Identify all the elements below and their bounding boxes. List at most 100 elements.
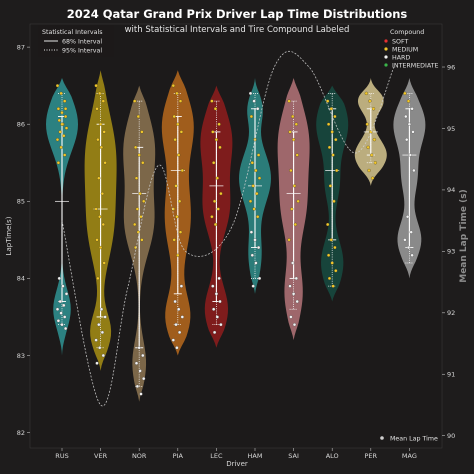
lap-point-ver	[94, 338, 98, 342]
lap-point-ver	[103, 315, 107, 319]
lap-point-rus	[55, 84, 60, 88]
lap-point-rus	[60, 111, 64, 115]
mean-lap-time-line	[61, 50, 395, 407]
lap-point-ver	[103, 161, 107, 165]
lap-point-ver	[99, 307, 104, 311]
lap-point-nor	[140, 238, 144, 242]
lap-point-ver	[101, 353, 105, 358]
lap-point-lec	[214, 138, 219, 142]
y-tick-label: 87	[17, 43, 25, 51]
lap-point-pia	[174, 323, 178, 327]
lap-point-sai	[292, 184, 297, 188]
lap-point-pia	[173, 138, 177, 142]
lap-point-pia	[177, 330, 182, 334]
legend-soft-swatch	[384, 39, 388, 43]
lap-point-sai	[287, 99, 291, 103]
lap-point-lec	[212, 307, 216, 311]
lap-point-alo	[326, 253, 331, 257]
lap-point-ver	[95, 238, 99, 242]
lap-point-ham	[251, 284, 255, 288]
lap-point-per	[366, 145, 370, 149]
lap-point-per	[367, 168, 371, 173]
lap-point-pia	[179, 284, 184, 288]
legend-intermediate-swatch	[384, 63, 388, 67]
lap-point-ver	[94, 207, 98, 211]
lap-point-alo	[333, 245, 337, 250]
lap-point-nor	[142, 199, 146, 203]
lap-point-ham	[257, 276, 262, 281]
lap-point-ham	[253, 238, 257, 242]
lap-point-ver	[98, 91, 102, 96]
lap-point-nor	[133, 145, 138, 149]
lap-point-sai	[290, 207, 294, 211]
lap-point-mag	[403, 238, 407, 242]
lap-point-lec	[212, 330, 217, 334]
y2-tick-label: 92	[447, 309, 455, 317]
axes-layer: 82 83 84 85 86 87 90 91 92 93 94 95 96 RUS VER NOR PIA LE…	[17, 43, 456, 460]
y-tick-label: 86	[17, 121, 25, 129]
lap-point-per	[365, 122, 369, 126]
lap-point-alo	[334, 138, 338, 142]
mean-line-layer	[61, 50, 395, 407]
lap-point-sai	[291, 114, 295, 119]
lap-point-lec	[213, 222, 218, 227]
lap-point-pia	[179, 130, 184, 134]
lap-point-lec	[215, 315, 219, 319]
lap-point-alo	[331, 153, 335, 157]
x-tick-label-per: PER	[365, 452, 378, 460]
lap-point-pia	[175, 346, 179, 350]
lap-point-mag	[405, 215, 410, 219]
lap-point-ham	[248, 199, 253, 203]
lap-point-nor	[135, 384, 140, 388]
lap-point-rus	[59, 311, 63, 315]
lap-point-sai	[294, 276, 298, 281]
lap-point-nor	[142, 376, 146, 381]
lap-point-rus	[62, 134, 66, 138]
lap-point-ver	[97, 176, 101, 180]
y-tick-label: 84	[17, 275, 25, 283]
lap-point-ver	[100, 330, 105, 334]
lap-point-nor	[136, 114, 140, 119]
lap-point-rus	[63, 315, 67, 319]
lap-point-lec	[210, 99, 214, 103]
lap-point-nor	[140, 130, 144, 134]
lap-point-ver	[95, 107, 99, 111]
lap-point-sai	[296, 199, 300, 203]
lap-point-rus	[63, 326, 68, 331]
lap-point-mag	[406, 245, 411, 250]
legend-intervals: Statistical Intervals 68% Interval 95% I…	[38, 25, 114, 57]
x-tick-label-sai: SAI	[288, 452, 299, 460]
lap-point-ham	[255, 191, 259, 196]
lap-point-rus	[64, 126, 69, 130]
lap-point-mag	[404, 114, 408, 119]
lap-point-nor	[139, 215, 143, 219]
y2-tick-label: 95	[447, 125, 455, 133]
lap-point-nor	[139, 392, 143, 396]
lap-point-mag	[412, 168, 416, 173]
y2-tick-label: 96	[447, 63, 455, 71]
lap-point-mag	[410, 253, 414, 257]
lap-point-pia	[172, 238, 176, 242]
legend-compound: Compound SOFT MEDIUM HARD INTERMEDIATE	[384, 29, 439, 70]
lap-point-pia	[177, 307, 181, 311]
lap-point-rus	[56, 107, 61, 111]
lap-point-alo	[327, 276, 332, 281]
lap-point-rus	[60, 122, 64, 126]
lap-point-sai	[292, 323, 297, 327]
lap-point-lec	[212, 199, 217, 203]
lap-point-ver	[98, 245, 103, 250]
lap-point-lec	[217, 276, 221, 281]
lap-point-lec	[218, 145, 222, 149]
lap-point-alo	[326, 222, 330, 227]
legend-mean: Mean Lap Time	[380, 436, 438, 443]
lap-point-alo	[328, 184, 333, 188]
lap-point-ver	[100, 191, 105, 196]
lap-point-nor	[138, 369, 142, 373]
x-axis-label: Driver	[226, 460, 248, 468]
lap-point-rus	[61, 284, 65, 288]
lap-point-lec	[214, 292, 219, 296]
lap-point-ver	[96, 138, 100, 142]
lap-point-ver	[97, 323, 101, 327]
lap-point-rus	[56, 319, 61, 323]
lap-point-nor	[137, 153, 141, 157]
